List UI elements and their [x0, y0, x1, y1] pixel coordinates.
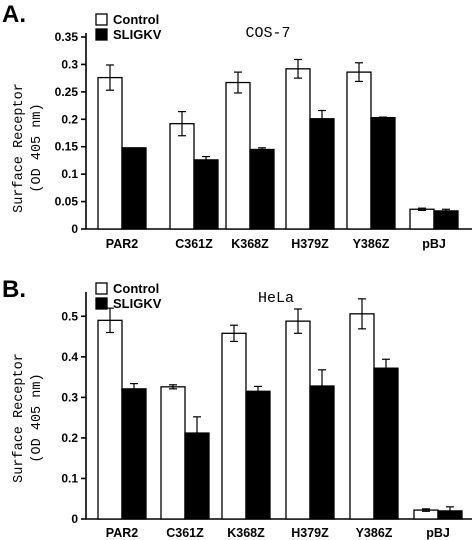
chart-panel-b: B. HeLa Surface Receptor (OD 405 nm) 0 0.1 0.2… [2, 276, 472, 540]
bar-control-c361z [169, 123, 195, 230]
legend-swatch-sligkv [95, 297, 108, 310]
bar-sligkv-k368z [249, 148, 275, 230]
y-axis-label-units: (OD 405 nm) [30, 103, 45, 192]
x-tick-label: H379Z [291, 526, 329, 540]
y-tick-label: 0.4 [61, 350, 78, 364]
x-tick-label: C361Z [166, 526, 204, 540]
y-tick-label: 0.2 [61, 112, 78, 126]
bar-sligkv-c361z [193, 159, 219, 230]
x-tick-label: H379Z [291, 237, 329, 251]
legend-swatch-control [95, 13, 108, 26]
legend-label-sligkv: SLIGKV [113, 296, 162, 311]
bar-sligkv-par2 [121, 147, 147, 230]
chart-title: HeLa [258, 290, 294, 307]
x-tick-label: C361Z [175, 237, 213, 251]
y-tick-label: 0.35 [55, 30, 79, 44]
y-axis-label: Surface Receptor [12, 83, 27, 213]
y-tick-label: 0.1 [61, 471, 78, 485]
bar-control-y386z [346, 71, 372, 230]
y-axis-label-units: (OD 405 nm) [30, 373, 45, 462]
panel-label: A. [2, 1, 26, 28]
x-tick-label: PAR2 [106, 237, 138, 251]
legend-label-control: Control [113, 12, 159, 27]
y-tick-label: 0.15 [55, 140, 79, 154]
y-tick-label: 0 [71, 512, 78, 526]
x-tick-label: Y386Z [356, 526, 393, 540]
bar-control-pbj [409, 208, 435, 230]
bar-control-par2 [97, 76, 123, 230]
bar-control-h379z [285, 320, 311, 520]
bar-control-k368z [225, 81, 251, 230]
chart-panel-a: A. COS-7 Surface Receptor (OD 405 nm) 0 0.05 0… [2, 1, 472, 251]
legend-label-sligkv: SLIGKV [113, 27, 162, 42]
bar-control-h379z [285, 68, 311, 230]
legend-swatch-sligkv [95, 28, 108, 41]
bar-sligkv-pbj [433, 210, 459, 230]
y-tick-label: 0.1 [61, 167, 78, 181]
y-tick-label: 0.5 [61, 309, 78, 323]
y-tick-label: 0.25 [55, 85, 79, 99]
legend-label-control: Control [113, 281, 159, 296]
bar-sligkv-h379z [309, 385, 335, 520]
panel-label: B. [2, 276, 26, 303]
x-tick-label: PAR2 [106, 526, 138, 540]
bar-control-y386z [349, 313, 375, 520]
legend-swatch-control [95, 282, 108, 295]
y-tick-label: 0.05 [55, 195, 79, 209]
x-tick-label: K368Z [227, 526, 265, 540]
y-tick-label: 0.3 [61, 57, 78, 71]
x-tick-label: pBJ [422, 237, 446, 251]
bar-control-c361z [160, 386, 186, 520]
y-tick-label: 0 [71, 222, 78, 236]
bar-control-k368z [221, 332, 247, 520]
x-tick-label: pBJ [426, 526, 450, 540]
chart-title: COS-7 [245, 25, 290, 42]
x-tick-label: Y386Z [353, 237, 390, 251]
bar-control-par2 [97, 319, 123, 520]
bar-sligkv-k368z [245, 390, 271, 520]
bar-sligkv-h379z [309, 118, 335, 230]
x-tick-label: K368Z [231, 237, 269, 251]
bar-sligkv-y386z [373, 367, 399, 520]
bar-sligkv-y386z [370, 116, 396, 230]
bar-sligkv-par2 [121, 388, 147, 520]
y-tick-label: 0.3 [61, 390, 78, 404]
y-axis-label: Surface Receptor [12, 353, 27, 483]
y-tick-label: 0.2 [61, 431, 78, 445]
